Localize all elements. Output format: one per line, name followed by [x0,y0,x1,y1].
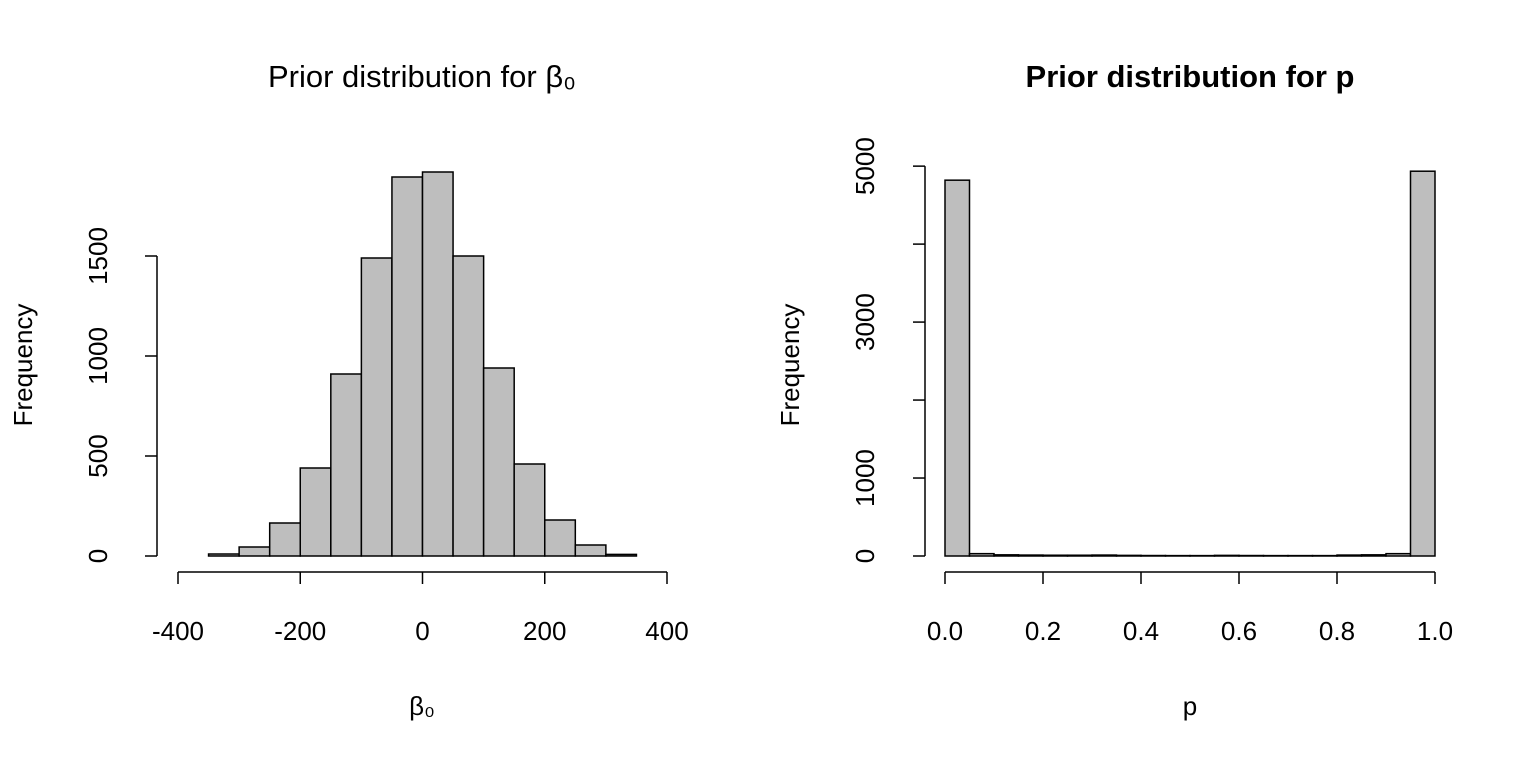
bar [360,257,393,557]
x-axis-label: p [1183,691,1197,721]
bar [1213,554,1240,557]
bar [544,519,577,557]
x-tick-label: 0 [415,616,429,646]
bar [391,176,424,557]
y-tick-label: 1000 [850,449,880,507]
bar [330,373,363,557]
bar [1336,554,1363,557]
x-tick-label: 200 [523,616,566,646]
x-axis-label: β₀ [409,691,435,721]
bar [452,255,485,557]
bar [1409,170,1436,557]
y-tick-label: 0 [83,549,113,563]
bar [1385,552,1412,557]
y-tick-label: 500 [83,434,113,477]
bar [299,467,332,557]
bar [268,522,301,557]
bar [238,546,271,557]
bar [605,553,638,557]
bar [968,552,995,557]
bar [1066,554,1093,557]
y-tick-label: 1500 [83,227,113,285]
y-tick-label: 3000 [850,293,880,351]
y-axis-label: Frequency [775,304,805,427]
y-axis-label: Frequency [8,304,38,427]
chart-title: Prior distribution for p [1026,59,1355,94]
bar [513,463,546,557]
bar [574,544,607,557]
x-tick-label: -400 [152,616,204,646]
y-tick-label: 5000 [850,137,880,195]
x-tick-label: 0.8 [1319,616,1355,646]
y-tick-label: 1000 [83,327,113,385]
bar [482,367,515,557]
x-tick-label: 400 [645,616,688,646]
bar [1360,554,1387,557]
bar [1115,554,1142,557]
bar [1017,554,1044,557]
bar [1091,554,1118,557]
x-tick-label: 0.6 [1221,616,1257,646]
x-tick-label: 1.0 [1417,616,1453,646]
bar [1042,554,1069,557]
chart-title: Prior distribution for β₀ [268,59,576,94]
x-tick-label: 0.4 [1123,616,1159,646]
bar [207,553,240,557]
x-tick-label: -200 [274,616,326,646]
bar [993,554,1020,557]
bar [421,171,454,557]
bar [944,179,971,557]
x-tick-label: 0.2 [1025,616,1061,646]
x-tick-label: 0.0 [927,616,963,646]
y-tick-label: 0 [850,549,880,563]
